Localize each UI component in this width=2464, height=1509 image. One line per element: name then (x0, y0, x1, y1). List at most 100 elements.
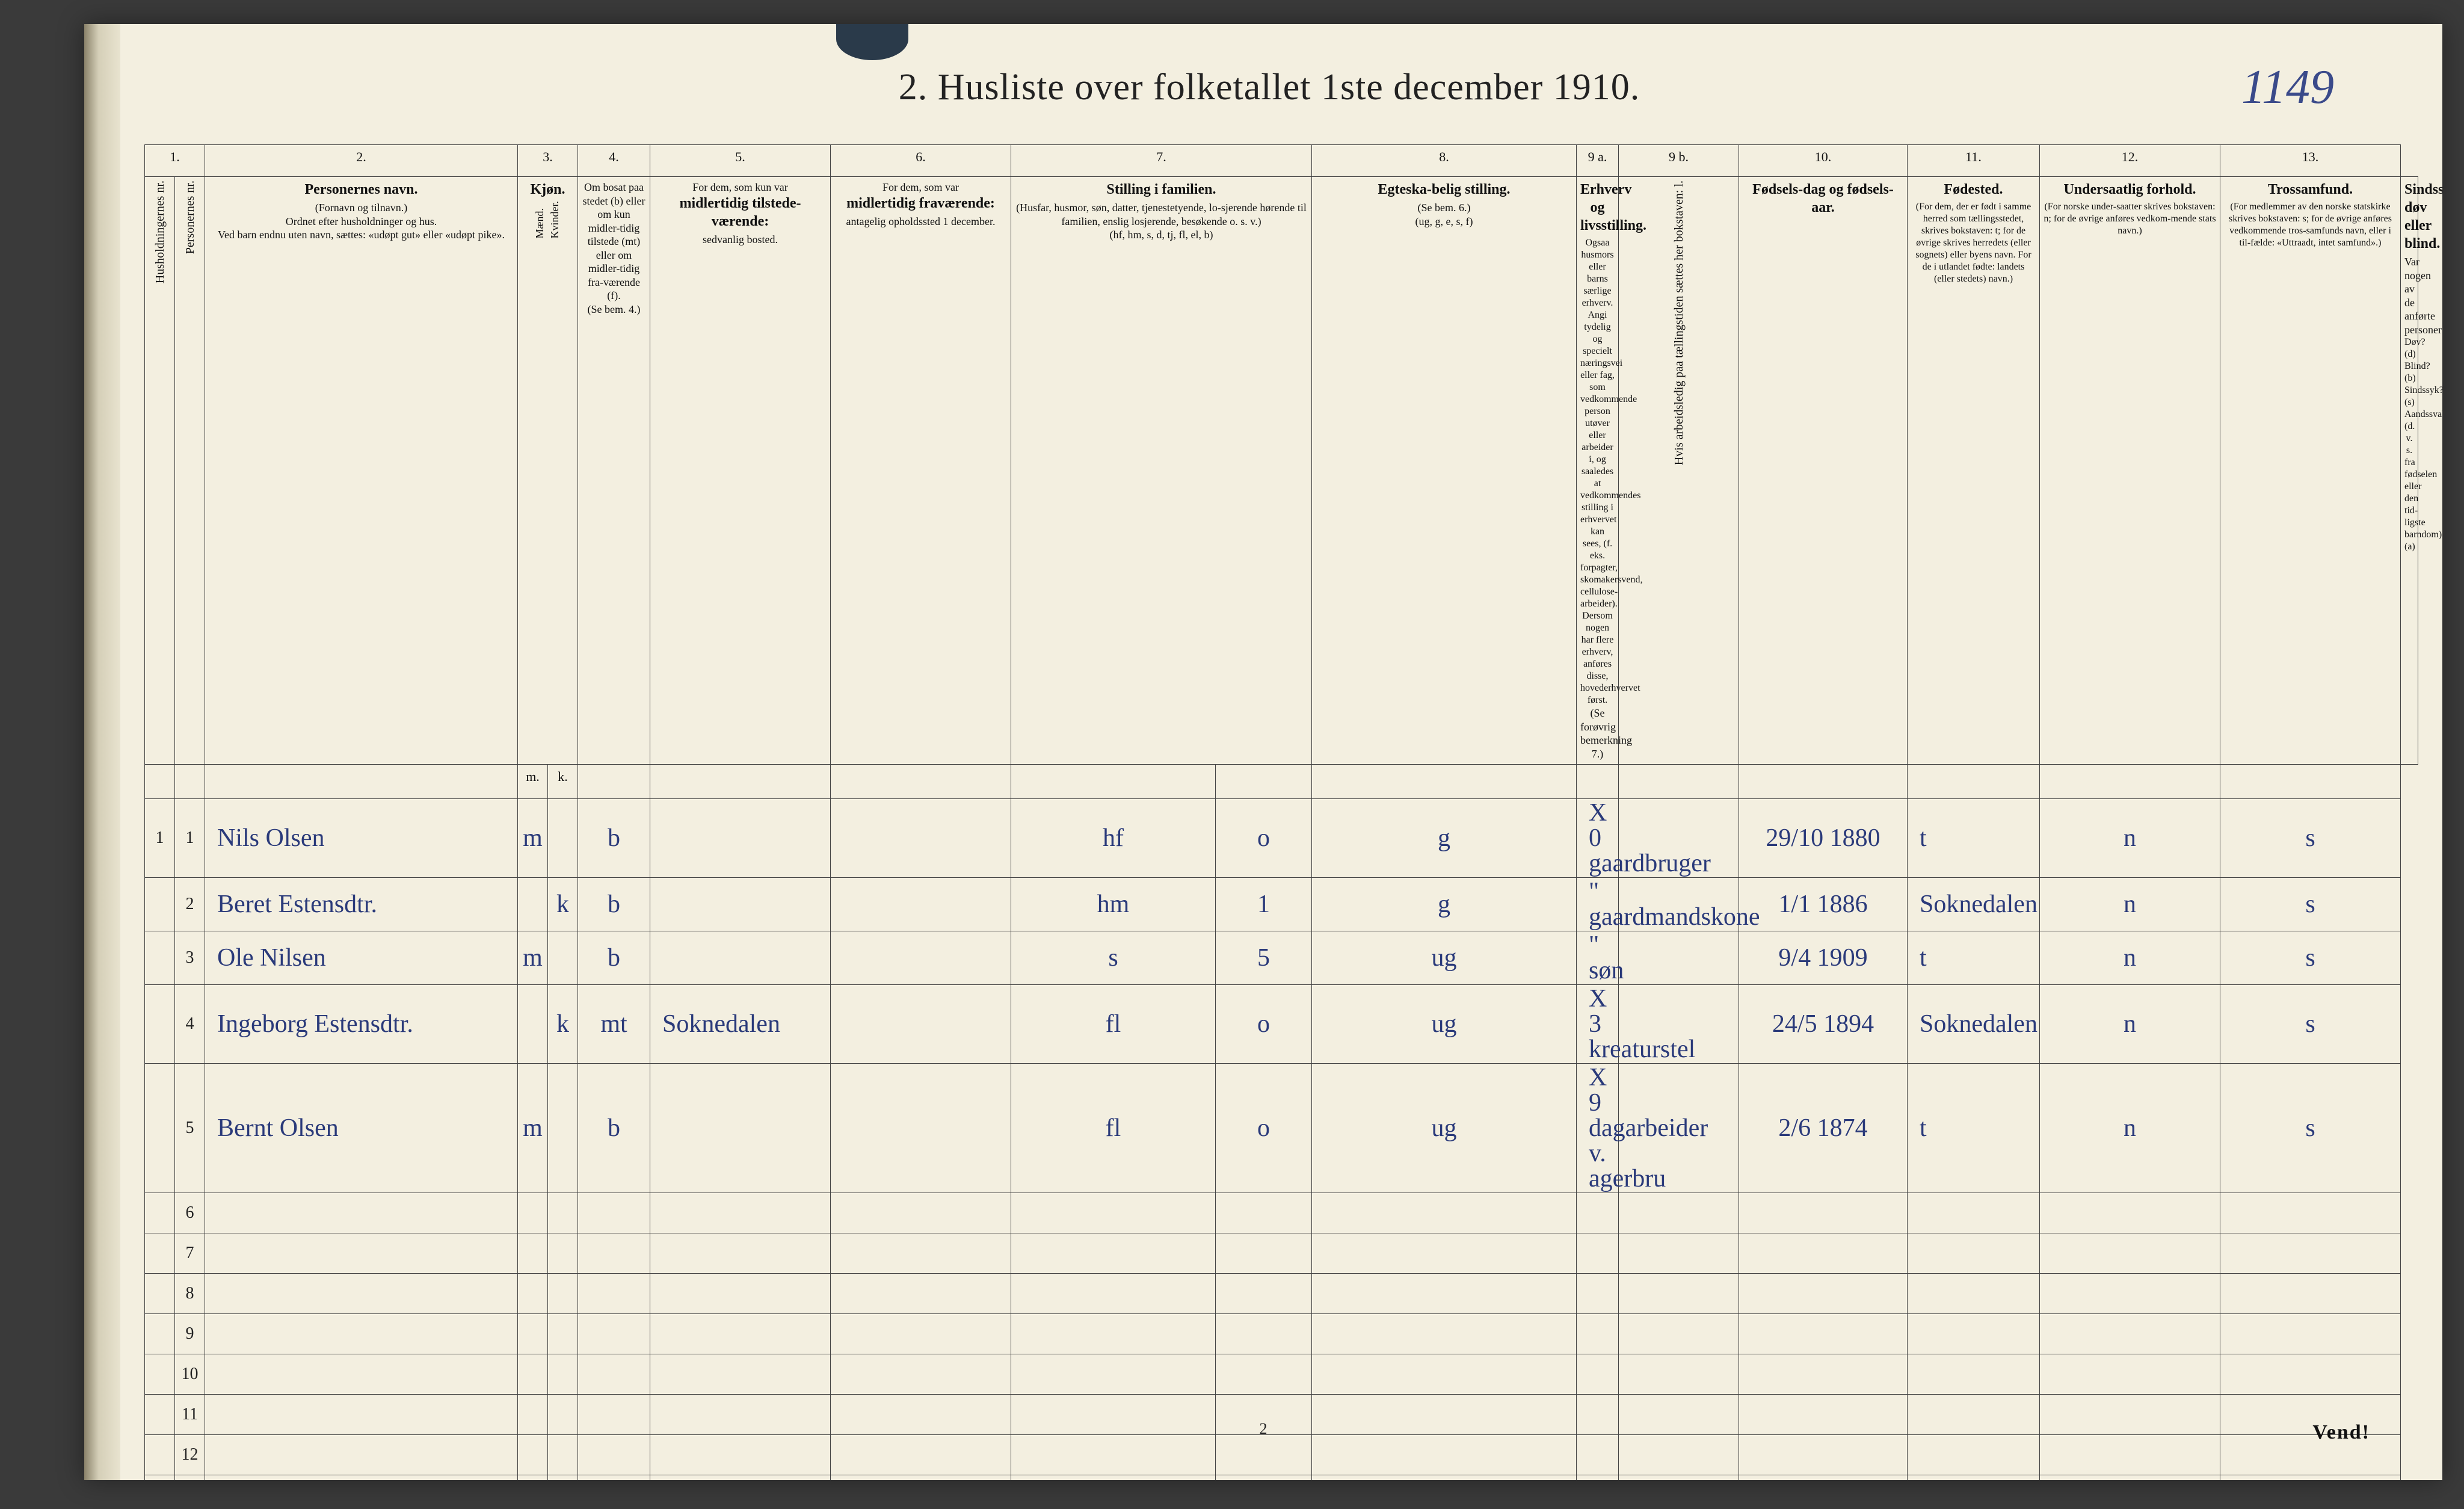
table-cell: m (518, 931, 548, 985)
table-cell: Soknedalen (1908, 878, 2040, 931)
table-cell (2040, 1395, 2220, 1435)
table-cell: 6 (175, 1193, 205, 1233)
table-cell (831, 1233, 1011, 1274)
table-cell (548, 1274, 578, 1314)
table-cell (1312, 1274, 1577, 1314)
table-cell: mt (578, 985, 650, 1064)
sub-labels-row: m. k. (145, 765, 2418, 799)
table-cell (1739, 1435, 1908, 1475)
table-cell: Ole Nilsen (205, 931, 518, 985)
table-cell (2040, 1274, 2220, 1314)
head-dob: Fødsels-dag og fødsels-aar. (1739, 177, 1908, 765)
table-cell: 1 (175, 799, 205, 878)
table-cell: b (578, 1064, 650, 1193)
table-cell: s (2220, 931, 2401, 985)
handwritten-page-number: 1149 (2241, 60, 2334, 115)
table-cell: X 3 kreaturstel (1577, 985, 1619, 1064)
table-cell: g (1312, 799, 1577, 878)
table-row: 11 (145, 1395, 2418, 1435)
table-cell (650, 1274, 831, 1314)
table-cell (2220, 1274, 2401, 1314)
table-cell (1312, 1395, 1577, 1435)
table-cell (650, 931, 831, 985)
table-cell (518, 1193, 548, 1233)
table-cell (1216, 1354, 1312, 1395)
table-cell (145, 1354, 175, 1395)
census-table-wrap: 1. 2. 3. 4. 5. 6. 7. 8. 9 a. 9 b. 10. 11… (144, 144, 2418, 1408)
table-cell (2040, 1354, 2220, 1395)
table-cell: b (578, 799, 650, 878)
table-cell: s (2220, 1064, 2401, 1193)
head-person-nr: Personernes nr. (175, 177, 205, 765)
table-cell (2220, 1193, 2401, 1233)
colnum-13: 13. (2220, 145, 2401, 177)
table-cell (650, 1314, 831, 1354)
table-cell: s (2220, 799, 2401, 878)
table-cell: o (1216, 799, 1312, 878)
table-cell (831, 1193, 1011, 1233)
table-cell (2040, 1233, 2220, 1274)
table-cell (1312, 1233, 1577, 1274)
colnum-5: 5. (650, 145, 831, 177)
table-cell: ug (1312, 931, 1577, 985)
table-cell: t (1908, 799, 2040, 878)
table-cell (650, 878, 831, 931)
table-cell (650, 1193, 831, 1233)
colnum-2: 2. (205, 145, 518, 177)
table-cell (650, 799, 831, 878)
table-cell: 24/5 1894 (1739, 985, 1908, 1064)
table-cell (1619, 931, 1739, 985)
table-cell (578, 1314, 650, 1354)
table-cell: Soknedalen (1908, 985, 2040, 1064)
table-row: 12 (145, 1435, 2418, 1475)
table-cell: n (2040, 931, 2220, 985)
table-cell (2220, 1435, 2401, 1475)
table-cell (1312, 1435, 1577, 1475)
colnum-9a: 9 a. (1577, 145, 1619, 177)
table-cell (650, 1233, 831, 1274)
table-cell: Beret Estensdtr. (205, 878, 518, 931)
table-row: 6 (145, 1193, 2418, 1233)
table-cell (2220, 1475, 2401, 1481)
table-cell (1312, 1193, 1577, 1233)
table-cell (2040, 1435, 2220, 1475)
table-cell (145, 1233, 175, 1274)
table-cell (548, 1354, 578, 1395)
table-cell (205, 1233, 518, 1274)
colnum-1: 1. (145, 145, 205, 177)
table-cell: k (548, 878, 578, 931)
table-cell (578, 1475, 650, 1481)
table-cell (1739, 1354, 1908, 1395)
table-cell (145, 878, 175, 931)
table-cell: " gaardmandskone (1577, 878, 1619, 931)
table-cell: 29/10 1880 (1739, 799, 1908, 878)
header: 2. Husliste over folketallet 1ste decemb… (120, 66, 2418, 109)
table-cell (1739, 1233, 1908, 1274)
table-cell (145, 1475, 175, 1481)
head-religion: Trossamfund. (For medlemmer av den norsk… (2220, 177, 2401, 765)
table-row: 3Ole Nilsenmbs5ug" søn9/4 1909tns (145, 931, 2418, 985)
head-family-position: Stilling i familien. (Husfar, husmor, sø… (1011, 177, 1312, 765)
table-cell (578, 1395, 650, 1435)
head-hh-nr: Husholdningernes nr. (145, 177, 175, 765)
table-cell: 10 (175, 1354, 205, 1395)
table-cell (2220, 1233, 2401, 1274)
table-cell (1011, 1314, 1216, 1354)
table-cell: 1 (1216, 878, 1312, 931)
table-cell: 11 (175, 1395, 205, 1435)
table-cell (145, 1274, 175, 1314)
table-cell: 7 (175, 1233, 205, 1274)
table-cell: Ingeborg Estensdtr. (205, 985, 518, 1064)
table-cell (1577, 1395, 1619, 1435)
table-cell (578, 1435, 650, 1475)
table-cell (205, 1314, 518, 1354)
table-cell (518, 1354, 548, 1395)
table-cell (1619, 1395, 1739, 1435)
head-residence: Om bosat paa stedet (b) eller om kun mid… (578, 177, 650, 765)
table-cell (518, 1233, 548, 1274)
table-cell (1216, 1193, 1312, 1233)
table-cell (1619, 1475, 1739, 1481)
colnum-7: 7. (1011, 145, 1312, 177)
sub-m: m. (518, 765, 548, 799)
table-cell (1577, 1354, 1619, 1395)
